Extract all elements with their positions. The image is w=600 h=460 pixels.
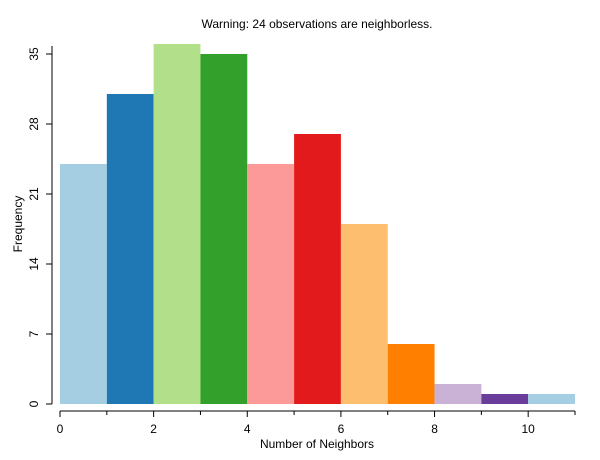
y-axis-label: Frequency: [11, 196, 25, 253]
histogram-bar: [60, 164, 107, 404]
histogram-bar: [387, 344, 435, 404]
y-axis-ticks: 0 7 14 21 28 35: [27, 47, 52, 407]
y-tick-label: 35: [27, 47, 41, 61]
x-tick-label: 0: [57, 422, 64, 436]
y-tick-label: 28: [27, 117, 41, 131]
histogram-bar: [528, 394, 575, 404]
bars-layer: [60, 44, 575, 404]
histogram-bar: [481, 394, 529, 404]
x-axis-label: Number of Neighbors: [260, 437, 374, 451]
chart-title: Warning: 24 observations are neighborles…: [201, 17, 432, 31]
x-tick-label: 2: [150, 422, 157, 436]
x-tick-label: 4: [244, 422, 251, 436]
y-tick-label: 7: [27, 330, 41, 337]
x-tick-label: 8: [431, 422, 438, 436]
histogram-bar: [434, 384, 482, 404]
y-tick-label: 21: [27, 187, 41, 201]
x-axis-ticks: 0 2 4 6 8 10: [57, 411, 576, 436]
x-tick-label: 6: [338, 422, 345, 436]
histogram-bar: [340, 224, 388, 404]
x-tick-label: 10: [522, 422, 536, 436]
histogram-bar: [247, 164, 295, 404]
y-tick-label: 14: [27, 257, 41, 271]
histogram-bar: [200, 54, 248, 404]
y-tick-label: 0: [27, 400, 41, 407]
histogram-bar: [153, 44, 201, 404]
histogram-bar: [106, 94, 154, 404]
histogram-bar: [294, 134, 341, 404]
